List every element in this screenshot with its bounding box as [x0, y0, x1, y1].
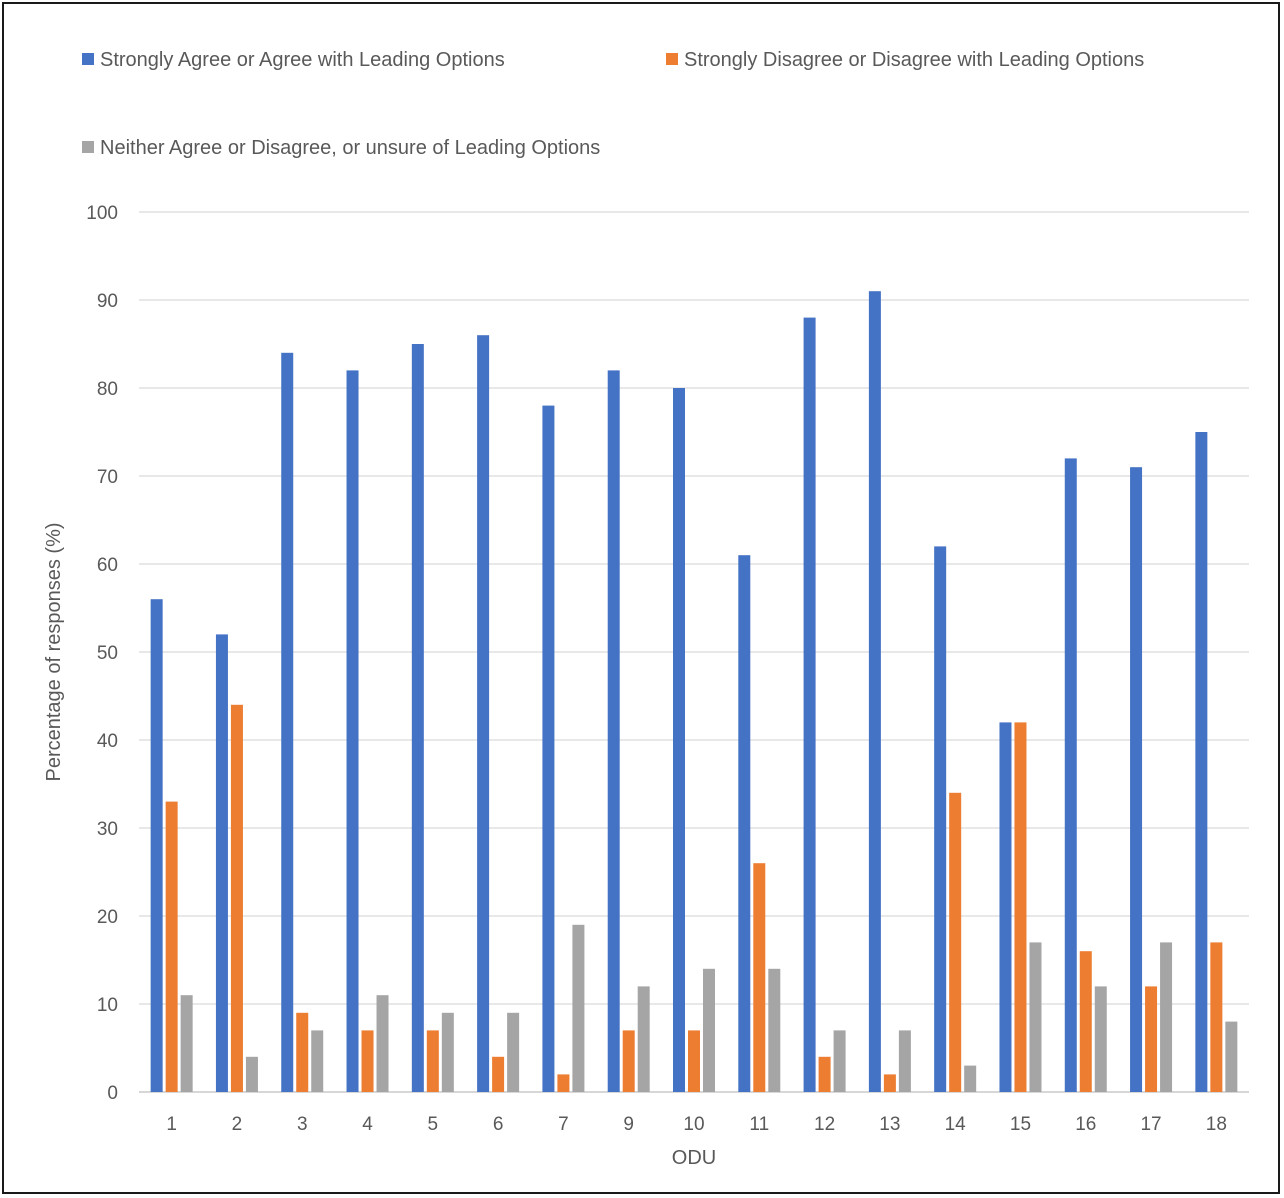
x-tick-label: 3 [297, 1114, 308, 1135]
bar-series-2-odu-6 [492, 1056, 505, 1092]
x-tick-label: 18 [1206, 1114, 1227, 1135]
bar-series-1-odu-5 [411, 344, 424, 1092]
bar-series-3-odu-11 [768, 968, 781, 1092]
bar-series-3-odu-9 [637, 986, 650, 1092]
x-tick-label: 5 [428, 1114, 439, 1135]
x-tick-label: 7 [558, 1114, 569, 1135]
gridlines [139, 211, 1249, 1093]
bar-series-3-odu-12 [833, 1030, 846, 1092]
x-axis-title: ODU [672, 1147, 716, 1169]
bar-series-2-odu-10 [688, 1030, 700, 1092]
x-tick-label: 2 [232, 1114, 243, 1135]
x-tick-label: 13 [879, 1114, 900, 1135]
x-tick-label: 15 [1010, 1114, 1031, 1135]
bar-series-2-odu-4 [361, 1030, 374, 1092]
bar-series-3-odu-13 [898, 1030, 911, 1092]
bar-series-2-odu-17 [1145, 986, 1158, 1092]
x-tick-label: 9 [623, 1114, 634, 1135]
bar-series-1-odu-16 [1064, 458, 1077, 1092]
bar-series-1-odu-14 [934, 546, 947, 1092]
y-tick-label: 50 [97, 643, 118, 664]
bar-series-2-odu-5 [426, 1030, 439, 1092]
bar-series-1-odu-10 [673, 388, 685, 1092]
bar-series-1-odu-4 [346, 370, 359, 1092]
x-tick-label: 14 [945, 1114, 967, 1135]
y-tick-label: 40 [97, 731, 118, 752]
y-tick-label: 30 [97, 819, 118, 840]
y-tick-label: 70 [97, 467, 118, 488]
bar-series-3-odu-4 [376, 995, 389, 1092]
bar-series-3-odu-10 [703, 968, 715, 1092]
y-tick-label: 20 [97, 907, 118, 928]
bar-series-1-odu-13 [868, 291, 881, 1092]
bar-series-1-odu-15 [999, 722, 1012, 1092]
y-axis-title: Percentage of responses (%) [43, 522, 65, 781]
bar-series-3-odu-1 [180, 995, 193, 1092]
legend-label: Neither Agree or Disagree, or unsure of … [100, 137, 600, 159]
x-tick-label: 17 [1140, 1114, 1161, 1135]
y-tick-label: 90 [97, 291, 118, 312]
bar-series-3-odu-16 [1094, 986, 1107, 1092]
y-axis-ticks: 0 10 20 30 40 50 60 70 80 90 100 [86, 203, 118, 1104]
bar-series-1-odu-3 [281, 352, 294, 1092]
legend-label: Strongly Disagree or Disagree with Leadi… [684, 49, 1144, 71]
bar-series-2-odu-18 [1210, 942, 1223, 1092]
bar-series-2-odu-13 [883, 1074, 896, 1092]
bar-series-2-odu-14 [949, 792, 962, 1092]
legend-swatch [82, 141, 94, 153]
bar-series-1-odu-9 [607, 370, 620, 1092]
bar-series-3-odu-5 [441, 1012, 454, 1092]
y-tick-label: 100 [86, 203, 118, 224]
bar-series-2-odu-16 [1079, 951, 1092, 1092]
bar-series-3-odu-18 [1225, 1021, 1238, 1092]
bars [150, 291, 1238, 1093]
legend-swatch [82, 53, 94, 65]
bar-series-1-odu-1 [150, 599, 163, 1092]
y-tick-label: 80 [97, 379, 118, 400]
bar-series-3-odu-15 [1029, 942, 1042, 1092]
legend-swatch [666, 53, 678, 65]
bar-series-2-odu-15 [1014, 722, 1027, 1092]
bar-series-1-odu-12 [803, 317, 816, 1093]
bar-series-1-odu-17 [1130, 467, 1143, 1092]
bar-series-1-odu-2 [215, 634, 228, 1092]
x-tick-label: 11 [749, 1114, 769, 1135]
x-tick-label: 1 [166, 1114, 177, 1135]
bar-series-3-odu-6 [507, 1012, 520, 1092]
bar-series-1-odu-18 [1195, 432, 1208, 1092]
x-tick-label: 10 [683, 1114, 704, 1135]
x-axis-ticks: 1 2 3 4 5 6 7 9 10 11 12 13 14 15 16 17 18 [166, 1114, 1227, 1135]
x-tick-label: 4 [362, 1114, 373, 1135]
x-tick-label: 6 [493, 1114, 504, 1135]
bar-series-1-odu-11 [738, 555, 751, 1092]
bar-series-2-odu-7 [557, 1074, 570, 1092]
y-tick-label: 10 [97, 995, 118, 1016]
bar-series-3-odu-2 [245, 1056, 258, 1092]
legend: Strongly Agree or Agree with Leading Opt… [82, 49, 1144, 159]
bar-series-2-odu-12 [818, 1056, 831, 1092]
x-tick-label: 12 [814, 1114, 835, 1135]
bar-series-2-odu-1 [165, 801, 178, 1092]
legend-label: Strongly Agree or Agree with Leading Opt… [100, 49, 505, 71]
bar-series-3-odu-3 [311, 1030, 324, 1092]
y-tick-label: 0 [107, 1083, 118, 1104]
bar-series-1-odu-6 [477, 335, 490, 1092]
bar-series-1-odu-7 [542, 405, 555, 1093]
bar-series-3-odu-14 [964, 1065, 977, 1092]
x-tick-label: 16 [1075, 1114, 1096, 1135]
bar-series-2-odu-9 [622, 1030, 635, 1092]
bar-series-3-odu-17 [1160, 942, 1173, 1092]
bar-series-2-odu-11 [753, 863, 766, 1092]
bar-series-2-odu-3 [296, 1012, 309, 1092]
bar-series-2-odu-2 [230, 704, 243, 1092]
y-tick-label: 60 [97, 555, 118, 576]
bar-series-3-odu-7 [572, 924, 585, 1092]
